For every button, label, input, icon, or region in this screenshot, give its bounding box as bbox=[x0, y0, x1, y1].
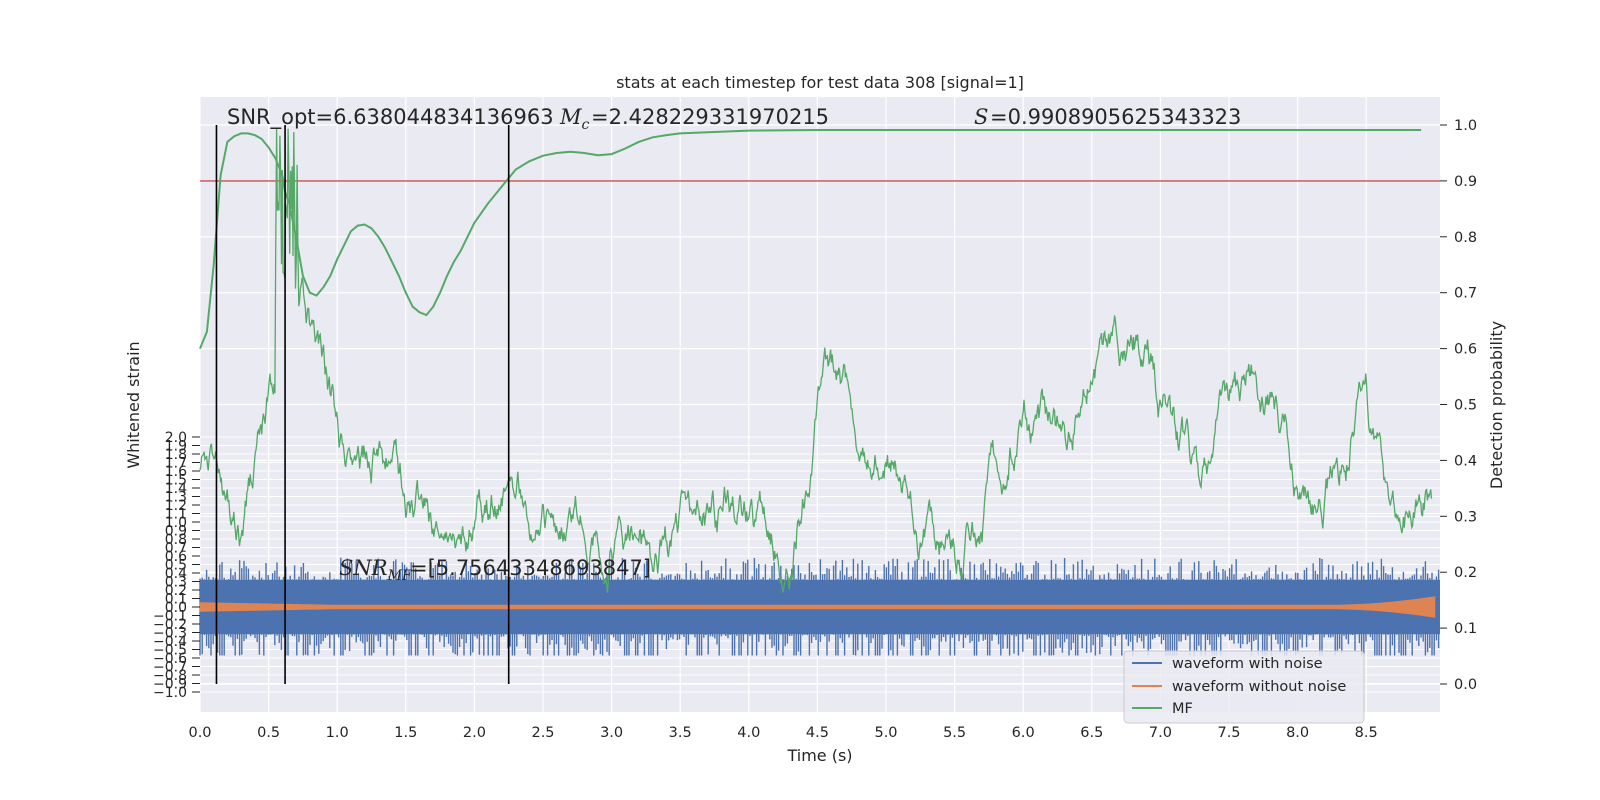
x-axis-label: Time (s) bbox=[786, 746, 852, 765]
y-left-tick-label: 0.7 bbox=[165, 541, 187, 557]
y-right-tick-label: 0.1 bbox=[1454, 621, 1477, 637]
legend-label-mf: MF bbox=[1172, 701, 1193, 717]
chart-title: stats at each timestep for test data 308… bbox=[616, 73, 1024, 92]
y-right-tick-label: 0.9 bbox=[1454, 174, 1477, 190]
y-right-tick-label: 0.2 bbox=[1454, 565, 1477, 581]
y-left-tick-label: 1.4 bbox=[165, 481, 187, 497]
x-tick-label: 8.5 bbox=[1355, 725, 1378, 741]
y-right-tick-label: 0.4 bbox=[1454, 453, 1477, 469]
mf-smooth-line bbox=[199, 129, 1422, 349]
x-tick-label: 8.0 bbox=[1286, 725, 1309, 741]
y-left-tick-label: 0.9 bbox=[165, 524, 187, 540]
y-right-axis-ticks: 1.0 0.9 0.8 0.7 0.6 0.5 0.4 0.3 0.2 0.1 0.0 bbox=[1440, 118, 1477, 693]
y-left-tick-label: 1.5 bbox=[165, 473, 187, 489]
y-right-tick-label: 0.6 bbox=[1454, 342, 1477, 358]
y-left-tick-label: 1.9 bbox=[165, 439, 187, 455]
y-left-tick-label: 1.7 bbox=[165, 456, 187, 472]
x-tick-label: 5.5 bbox=[943, 725, 966, 741]
y-left-tick-label: 0.1 bbox=[165, 592, 187, 608]
y-left-tick-label: 1.2 bbox=[165, 498, 187, 514]
y-right-tick-label: 0.3 bbox=[1454, 509, 1477, 525]
y-right-tick-label: 0.7 bbox=[1454, 286, 1477, 302]
annotation-snr-mf: SNRMF =[5.75643348693847] bbox=[339, 556, 651, 584]
y-left-axis-ticks: 2.01.91.81.71.61.51.41.31.21.11.00.90.80… bbox=[153, 430, 200, 701]
svg-text:S: S bbox=[974, 105, 988, 129]
y-left-axis-label: Whitened strain bbox=[124, 341, 143, 468]
y-left-tick-label: −0.1 bbox=[153, 609, 187, 625]
y-left-tick-label: 0.8 bbox=[165, 532, 187, 548]
x-tick-label: 7.0 bbox=[1149, 725, 1172, 741]
x-tick-label: 0.0 bbox=[188, 725, 211, 741]
y-left-tick-label: 0.4 bbox=[165, 566, 187, 582]
legend-label-noise: waveform with noise bbox=[1172, 656, 1323, 672]
y-right-tick-label: 0.0 bbox=[1454, 677, 1477, 693]
plot-area bbox=[199, 125, 1440, 684]
x-tick-label: 2.5 bbox=[531, 725, 554, 741]
y-left-tick-label: −0.3 bbox=[153, 626, 187, 642]
y-left-tick-label: 1.3 bbox=[165, 490, 187, 506]
annotation-s-value: =0.9908905625343323 bbox=[990, 105, 1241, 129]
y-left-tick-label: −0.5 bbox=[153, 643, 187, 659]
y-left-tick-label: 0.3 bbox=[165, 575, 187, 591]
x-tick-label: 6.5 bbox=[1080, 725, 1103, 741]
y-left-tick-label: 0.2 bbox=[165, 583, 187, 599]
y-left-tick-label: −0.7 bbox=[153, 660, 187, 676]
y-left-tick-label: 2.0 bbox=[165, 430, 187, 446]
y-left-tick-label: 0.6 bbox=[165, 549, 187, 565]
y-left-tick-label: −0.4 bbox=[153, 634, 187, 650]
legend-box bbox=[1123, 650, 1365, 724]
x-tick-label: 1.0 bbox=[326, 725, 349, 741]
x-tick-label: 4.0 bbox=[737, 725, 760, 741]
x-tick-label: 3.5 bbox=[669, 725, 692, 741]
y-left-tick-label: 0.0 bbox=[165, 600, 187, 616]
y-left-tick-label: −0.2 bbox=[153, 617, 187, 633]
x-tick-label: 2.0 bbox=[463, 725, 486, 741]
annotation-mc: Mc =2.428229331970215 bbox=[559, 105, 829, 133]
y-left-tick-label: −0.8 bbox=[153, 668, 187, 684]
x-tick-label: 0.5 bbox=[257, 725, 280, 741]
y-left-tick-label: 1.6 bbox=[165, 464, 187, 480]
annotation-s: S =0.9908905625343323 bbox=[974, 105, 1241, 129]
y-left-tick-label: −0.6 bbox=[153, 651, 187, 667]
annotation-snr-mf-value: =[5.75643348693847] bbox=[410, 556, 651, 580]
y-left-tick-label: −1.0 bbox=[153, 685, 187, 701]
y-left-tick-label: 1.0 bbox=[165, 515, 187, 531]
annotation-snr-opt: SNR_opt=6.638044834136963 bbox=[227, 105, 554, 130]
x-tick-label: 3.0 bbox=[600, 725, 623, 741]
y-right-tick-label: 0.8 bbox=[1454, 230, 1477, 246]
y-left-tick-label: 1.1 bbox=[165, 507, 187, 523]
waveform-without-noise-line bbox=[199, 596, 1436, 618]
annotation-mc-value: =2.428229331970215 bbox=[591, 105, 829, 129]
y-right-tick-label: 1.0 bbox=[1454, 118, 1477, 134]
x-tick-label: 6.0 bbox=[1012, 725, 1035, 741]
y-left-tick-label: −0.9 bbox=[153, 677, 187, 693]
x-axis-ticks: 0.0 0.5 1.0 1.5 2.0 2.5 3.0 3.5 4.0 4.5 5.0 5.5 6.0 6… bbox=[188, 725, 1377, 741]
y-left-tick-label: 0.5 bbox=[165, 558, 187, 574]
legend-label-clean: waveform without noise bbox=[1172, 679, 1346, 695]
x-tick-label: 4.5 bbox=[806, 725, 829, 741]
x-tick-label: 7.5 bbox=[1217, 725, 1240, 741]
x-tick-label: 5.0 bbox=[874, 725, 897, 741]
y-right-tick-label: 0.5 bbox=[1454, 398, 1477, 414]
mf-noisy-line bbox=[199, 127, 1433, 593]
y-left-tick-label: 1.8 bbox=[165, 447, 187, 463]
legend: waveform with noise waveform without noi… bbox=[1123, 650, 1365, 724]
x-tick-label: 1.5 bbox=[394, 725, 417, 741]
y-right-axis-label: Detection probability bbox=[1487, 321, 1506, 489]
